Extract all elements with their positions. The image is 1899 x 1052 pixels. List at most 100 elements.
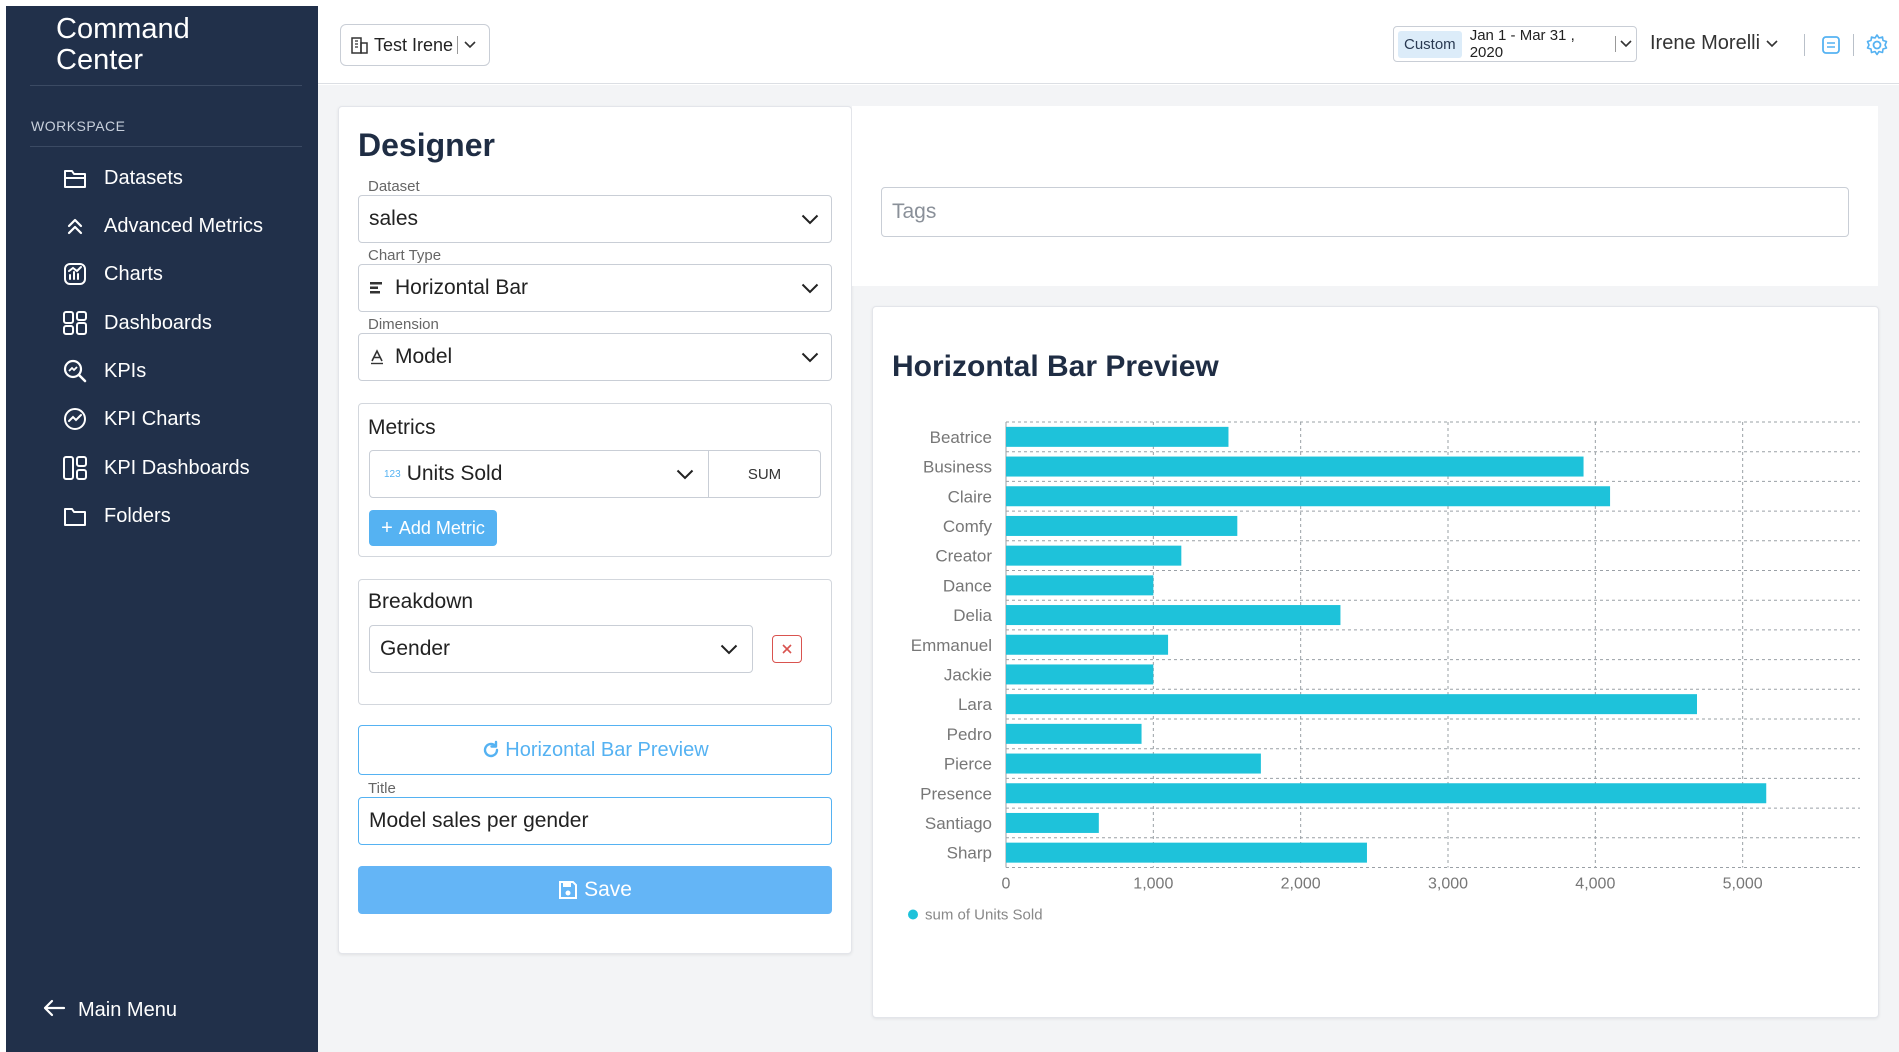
date-mode-badge[interactable]: Custom bbox=[1398, 30, 1462, 58]
sidebar-item-dashboards[interactable]: Dashboards bbox=[60, 306, 212, 340]
dataset-select[interactable]: sales bbox=[358, 195, 832, 243]
sidebar-item-advanced-metrics[interactable]: Advanced Metrics bbox=[60, 209, 263, 243]
arrow-left-icon bbox=[42, 998, 66, 1023]
sidebar-item-folders[interactable]: Folders bbox=[60, 499, 171, 533]
date-range-picker[interactable]: Custom Jan 1 - Mar 31 , 2020 bbox=[1393, 26, 1637, 62]
chevron-down-icon bbox=[676, 469, 694, 480]
workspace-section-label: WORKSPACE bbox=[31, 118, 126, 134]
topbar-divider bbox=[1804, 34, 1805, 56]
bar bbox=[1006, 515, 1238, 536]
folder-icon bbox=[60, 501, 90, 531]
topbar-divider bbox=[1853, 34, 1854, 56]
plus-icon: + bbox=[381, 517, 393, 539]
y-tick-label: Claire bbox=[948, 487, 992, 506]
y-tick-label: Sharp bbox=[947, 844, 992, 863]
horizontal-bar-chart: 01,0002,0003,0004,0005,0006,000BeatriceB… bbox=[908, 421, 1860, 924]
bar bbox=[1006, 605, 1341, 626]
kpi-chart-icon bbox=[60, 404, 90, 434]
sidebar-item-kpis[interactable]: KPIs bbox=[60, 354, 146, 388]
team-selector[interactable]: Test Irene bbox=[340, 24, 490, 66]
chart-icon bbox=[60, 259, 90, 289]
chevron-down-icon bbox=[464, 41, 476, 49]
remove-breakdown-button[interactable] bbox=[772, 635, 802, 663]
main-menu-label: Main Menu bbox=[78, 999, 177, 1021]
breakdown-group bbox=[358, 579, 832, 705]
preview-title: Horizontal Bar Preview bbox=[892, 350, 1219, 383]
bar bbox=[1006, 664, 1154, 685]
user-menu[interactable]: Irene Morelli bbox=[1650, 32, 1778, 55]
preview-button-label: Horizontal Bar Preview bbox=[505, 738, 709, 761]
chevron-down-icon bbox=[801, 214, 819, 225]
add-metric-label: Add Metric bbox=[398, 517, 485, 538]
y-tick-label: Pedro bbox=[947, 725, 992, 744]
metric-select[interactable]: 123 Units Sold bbox=[369, 450, 709, 498]
legend-swatch bbox=[908, 909, 918, 920]
chart-type-select[interactable]: Horizontal Bar bbox=[358, 264, 832, 312]
metric-aggregation-select[interactable]: SUM bbox=[709, 450, 821, 498]
dimension-value: Model bbox=[395, 345, 453, 368]
bar bbox=[1006, 753, 1261, 774]
bar bbox=[1006, 783, 1767, 804]
bar bbox=[1006, 842, 1367, 863]
team-select-separator bbox=[457, 36, 459, 54]
text-field-icon bbox=[369, 349, 385, 365]
chevron-down-icon bbox=[1766, 39, 1778, 48]
y-tick-label: Lara bbox=[958, 695, 993, 714]
brand-divider bbox=[30, 85, 302, 86]
sidebar-item-charts[interactable]: Charts bbox=[60, 257, 163, 291]
dimension-label: Dimension bbox=[368, 316, 439, 333]
date-range-text: Jan 1 - Mar 31 , 2020 bbox=[1469, 27, 1575, 61]
date-separator bbox=[1615, 36, 1616, 52]
sidebar-item-label: Dashboards bbox=[104, 311, 212, 334]
chevron-down-icon bbox=[720, 644, 738, 655]
title-label: Title bbox=[368, 780, 396, 797]
chart-type-value: Horizontal Bar bbox=[395, 276, 529, 299]
y-tick-label: Business bbox=[923, 458, 992, 477]
y-tick-label: Pierce bbox=[944, 755, 992, 774]
sidebar-item-label: Folders bbox=[104, 504, 171, 527]
bar bbox=[1006, 456, 1584, 477]
preview-button[interactable]: Horizontal Bar Preview bbox=[358, 725, 832, 775]
dimension-select[interactable]: Model bbox=[358, 333, 832, 381]
chevron-down-icon bbox=[801, 283, 819, 294]
gear-icon[interactable] bbox=[1864, 32, 1890, 58]
bar bbox=[1006, 575, 1154, 596]
bar bbox=[1006, 634, 1169, 655]
legend-label: sum of Units Sold bbox=[925, 907, 1043, 924]
y-tick-label: Presence bbox=[920, 784, 992, 803]
dashboard-icon bbox=[60, 308, 90, 338]
metric-value: Units Sold bbox=[406, 462, 503, 485]
y-tick-label: Delia bbox=[953, 606, 992, 625]
bar bbox=[1006, 486, 1611, 507]
save-button[interactable]: Save bbox=[358, 866, 832, 914]
y-tick-label: Beatrice bbox=[930, 428, 992, 447]
sidebar-item-label: Charts bbox=[104, 262, 163, 285]
main-menu-link[interactable]: Main Menu bbox=[42, 998, 177, 1023]
kpi-dashboard-icon bbox=[60, 453, 90, 483]
x-tick-label: 5,000 bbox=[1723, 876, 1763, 893]
y-tick-label: Jackie bbox=[944, 665, 992, 684]
y-tick-label: Comfy bbox=[943, 517, 993, 536]
breakdown-select[interactable]: Gender bbox=[369, 625, 753, 673]
x-tick-label: 2,000 bbox=[1281, 876, 1321, 893]
add-metric-button[interactable]: + Add Metric bbox=[369, 510, 497, 546]
bar bbox=[1006, 545, 1182, 566]
top-bar: Test Irene Custom Jan 1 - Mar 31 , 2020 … bbox=[318, 6, 1899, 84]
bar bbox=[1006, 426, 1229, 447]
sidebar-item-label: KPI Dashboards bbox=[104, 456, 250, 479]
preview-card bbox=[872, 306, 1879, 1018]
sidebar-item-datasets[interactable]: Datasets bbox=[60, 161, 183, 195]
y-tick-label: Dance bbox=[943, 576, 992, 595]
notes-icon[interactable] bbox=[1818, 32, 1844, 58]
sidebar-item-kpi-dashboards[interactable]: KPI Dashboards bbox=[60, 451, 250, 485]
sidebar-item-label: KPIs bbox=[104, 359, 147, 382]
horizontal-bar-icon bbox=[369, 281, 385, 295]
tags-input[interactable] bbox=[881, 187, 1849, 237]
bar bbox=[1006, 812, 1099, 833]
sidebar-item-label: KPI Charts bbox=[104, 407, 201, 430]
sidebar-item-kpi-charts[interactable]: KPI Charts bbox=[60, 402, 201, 436]
chart-title-input[interactable] bbox=[358, 797, 832, 845]
double-chevron-up-icon bbox=[60, 211, 90, 241]
x-tick-label: 0 bbox=[1002, 876, 1011, 893]
number-type-icon: 123 bbox=[384, 468, 401, 480]
